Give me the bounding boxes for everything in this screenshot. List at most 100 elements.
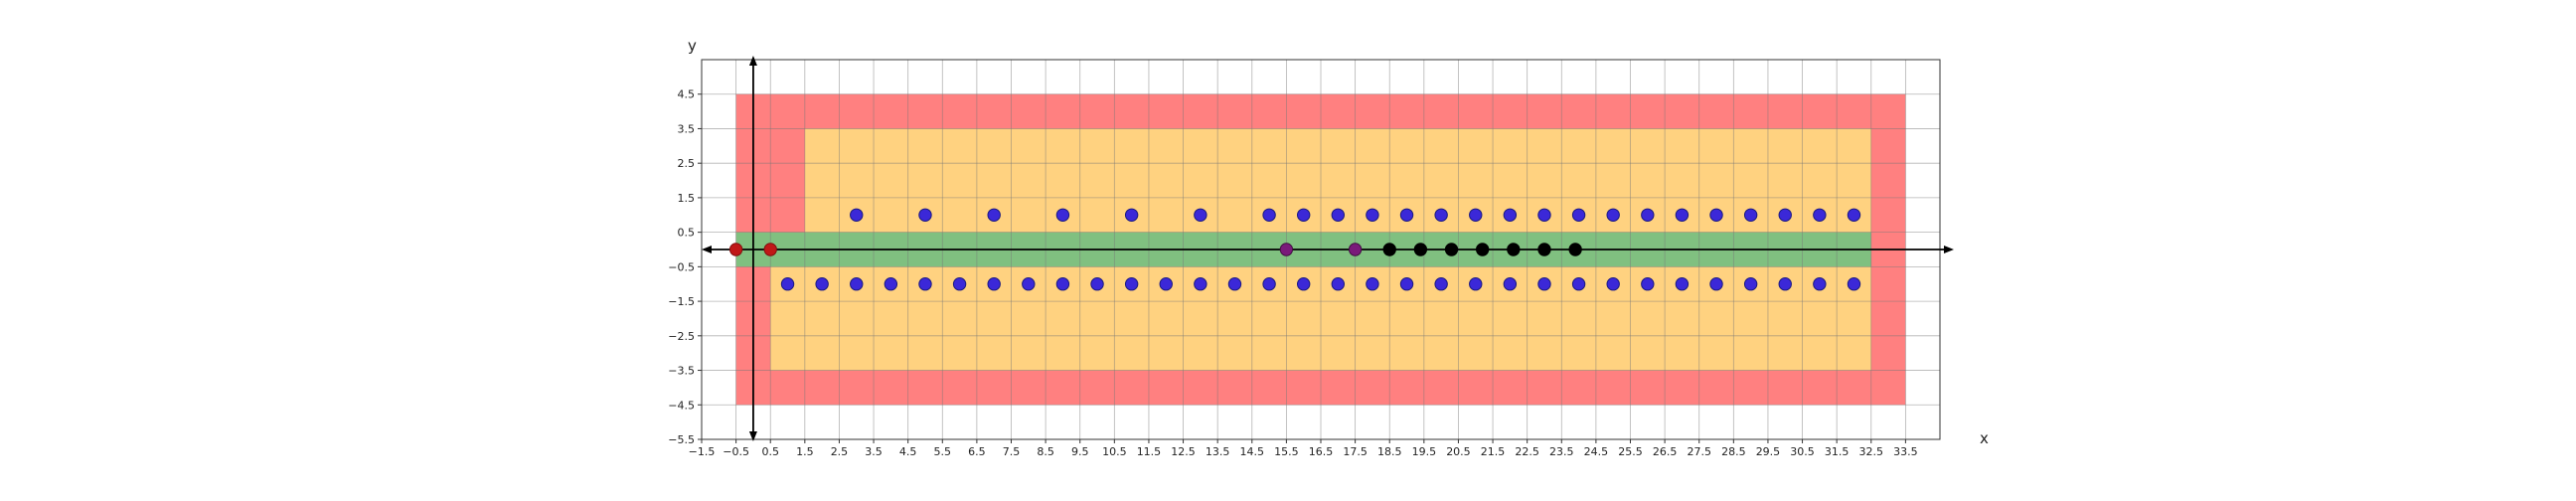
data-point: [1571, 208, 1586, 222]
data-point: [728, 243, 743, 256]
x-tick-label: 5.5: [934, 445, 952, 458]
data-point: [1537, 208, 1551, 222]
data-point: [1641, 277, 1655, 291]
data-point: [1227, 277, 1242, 291]
x-tick-label: 16.5: [1309, 445, 1334, 458]
data-point: [1055, 208, 1070, 222]
data-point: [987, 277, 1001, 291]
data-point: [1743, 208, 1758, 222]
data-point: [1571, 277, 1586, 291]
x-tick-label: 32.5: [1859, 445, 1884, 458]
data-point: [1444, 243, 1459, 256]
x-tick-label: 6.5: [968, 445, 986, 458]
data-point: [1296, 277, 1311, 291]
data-point: [1399, 277, 1414, 291]
data-point: [1159, 277, 1173, 291]
data-point: [1022, 277, 1036, 291]
x-tick-label: 22.5: [1515, 445, 1539, 458]
data-point: [1055, 277, 1070, 291]
x-tick-label: 18.5: [1377, 445, 1402, 458]
data-point: [1847, 208, 1861, 222]
x-tick-label: 15.5: [1274, 445, 1299, 458]
data-point: [1124, 208, 1139, 222]
data-point: [1709, 277, 1723, 291]
y-tick-label: 4.5: [678, 88, 696, 101]
data-point: [1413, 243, 1428, 256]
data-point: [1606, 208, 1620, 222]
y-tick-label: −1.5: [668, 295, 695, 308]
data-point: [1537, 243, 1551, 256]
data-point: [952, 277, 967, 291]
data-point: [1382, 243, 1396, 256]
x-tick-label: 8.5: [1037, 445, 1054, 458]
x-tick-label: 20.5: [1446, 445, 1471, 458]
data-point: [987, 208, 1001, 222]
x-tick-label: 2.5: [831, 445, 849, 458]
x-tick-label: 25.5: [1618, 445, 1643, 458]
data-point: [1475, 243, 1490, 256]
data-point: [1503, 208, 1518, 222]
x-tick-label: 17.5: [1343, 445, 1368, 458]
data-point: [1262, 208, 1276, 222]
x-tick-label: 28.5: [1721, 445, 1746, 458]
x-tick-label: 27.5: [1687, 445, 1711, 458]
x-axis-label: x: [1980, 429, 1989, 447]
data-point: [1606, 277, 1620, 291]
x-tick-label: 33.5: [1893, 445, 1918, 458]
x-tick-label: 4.5: [899, 445, 917, 458]
data-point: [1262, 277, 1276, 291]
data-point: [1568, 243, 1582, 256]
x-tick-label: 29.5: [1756, 445, 1781, 458]
data-point: [850, 208, 864, 222]
data-point: [1847, 277, 1861, 291]
axes-layer: [702, 56, 1954, 441]
y-tick-label: 2.5: [678, 157, 696, 170]
data-point: [1366, 277, 1379, 291]
data-point: [1331, 208, 1346, 222]
x-tick-label: 10.5: [1102, 445, 1127, 458]
data-point: [763, 243, 777, 256]
data-point: [1503, 277, 1518, 291]
x-axis-arrow: [1944, 246, 1954, 253]
data-point: [884, 277, 898, 291]
ticks-layer: −1.5 −0.5 0.5 1.5 2.5 3.5 4.5 5.5 6.5 7.5 8.5 9.5 10…: [668, 88, 1917, 458]
y-tick-label: 0.5: [678, 227, 696, 240]
data-point: [815, 277, 829, 291]
data-point: [1709, 208, 1723, 222]
data-point: [1434, 208, 1448, 222]
x-tick-label: 9.5: [1071, 445, 1089, 458]
data-point: [1090, 277, 1104, 291]
data-point: [1778, 277, 1792, 291]
y-axis-arrow-down: [748, 431, 757, 441]
x-tick-label: 13.5: [1206, 445, 1230, 458]
data-point: [850, 277, 864, 291]
data-point: [1537, 277, 1551, 291]
data-point: [1675, 208, 1690, 222]
x-tick-label: 3.5: [865, 445, 883, 458]
data-point: [1469, 277, 1483, 291]
data-point: [1507, 243, 1521, 256]
data-point: [918, 277, 932, 291]
data-point: [1469, 208, 1483, 222]
x-tick-label: 19.5: [1412, 445, 1437, 458]
y-tick-label: −5.5: [668, 433, 695, 446]
data-point: [780, 277, 795, 291]
data-point: [1743, 277, 1758, 291]
x-tick-label: 30.5: [1790, 445, 1815, 458]
data-point: [1813, 208, 1827, 222]
y-axis-label: y: [688, 37, 697, 55]
y-tick-label: −3.5: [668, 365, 695, 378]
x-tick-label: 0.5: [761, 445, 779, 458]
data-point: [1194, 277, 1208, 291]
data-point: [1778, 208, 1792, 222]
y-axis-arrow: [748, 56, 757, 66]
y-tick-label: −4.5: [668, 399, 695, 412]
x-tick-label: 23.5: [1549, 445, 1574, 458]
y-tick-label: 3.5: [678, 122, 696, 135]
data-point: [1399, 208, 1414, 222]
x-tick-label: −0.5: [723, 445, 749, 458]
y-tick-label: −2.5: [668, 330, 695, 343]
data-point: [918, 208, 932, 222]
data-point: [1813, 277, 1827, 291]
